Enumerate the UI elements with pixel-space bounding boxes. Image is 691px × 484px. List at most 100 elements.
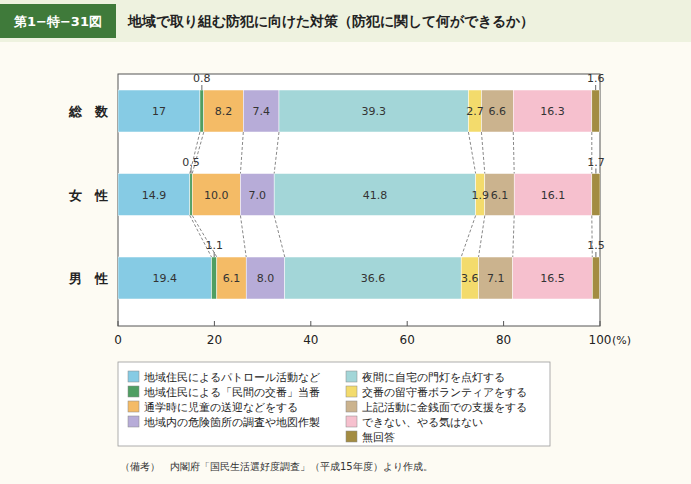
connector [274,132,279,174]
data-label: 7.4 [252,105,270,118]
data-label: 8.0 [257,272,275,285]
connector [240,132,243,174]
x-tick-label: 0 [114,333,122,347]
x-tick-label: 40 [303,333,318,347]
data-label: 6.6 [489,105,507,118]
legend-label: できない、やる気はない [362,416,483,429]
bar-segment [243,90,279,132]
data-label: 2.7 [466,105,484,118]
bar-segment [217,257,246,299]
data-label: 1.6 [587,72,605,85]
category-label: 男 性 [68,271,108,286]
legend-swatch [128,386,139,397]
data-labels: 170.88.27.439.32.76.616.31.614.90.510.07… [142,72,605,285]
connector [274,216,285,258]
x-tick [600,321,601,326]
connector [481,132,484,174]
legend-label: 地域内の危険箇所の調査や地図作製 [143,416,320,429]
category-label: 総 数 [68,104,109,119]
data-label: 41.8 [363,189,388,202]
legend-label: 上記活動に金銭面での支援をする [362,401,527,414]
x-tick-label: 100 [589,333,612,347]
data-label: 39.3 [361,105,386,118]
legend-swatch [346,431,357,442]
data-label: 3.6 [461,272,479,285]
legend-label: 無回答 [362,431,395,444]
legend-label: 交番の留守番ボランティアをする [362,386,527,399]
x-tick [503,321,504,326]
connector [479,216,485,258]
x-tick [407,321,408,326]
x-tick-label: 80 [496,333,511,347]
title: 地域で取り組む防犯に向けた対策（防犯に関して何ができるか） [127,13,534,29]
header-band [0,0,691,42]
bar-segment [479,257,513,299]
bar-segment [513,257,593,299]
x-tick-label: 60 [400,333,415,347]
chart: 第1−特−31図地域で取り組む防犯に向けた対策（防犯に関して何ができるか）170… [0,0,691,484]
data-label: 8.2 [215,105,233,118]
bar-segment [592,257,599,299]
data-label: 7.1 [487,272,505,285]
data-label: 14.9 [142,189,167,202]
data-label: 16.3 [540,105,565,118]
bar-segment [285,257,461,299]
bar-segment [118,174,190,216]
connector [240,216,246,258]
data-label: 16.5 [540,272,565,285]
x-tick [118,321,119,326]
x-axis-label: (%) [612,334,631,347]
connector [513,216,514,258]
connector [591,216,592,258]
bar-segment [279,90,468,132]
x-tick [214,321,215,326]
connector [591,132,592,174]
bar-segment [485,174,514,216]
bar-segment [592,90,600,132]
connector [468,132,475,174]
label-leader [214,252,215,257]
connector [192,216,217,258]
connector [461,216,475,258]
legend-swatch [346,386,357,397]
label-leader [595,169,596,174]
bar-segment [192,174,240,216]
note: （備考） 内閣府「国民生活選好度調査」（平成15年度）より作成。 [120,461,433,472]
legend-label: 夜間に自宅の門灯を点灯する [362,371,505,384]
legend-swatch [128,416,139,427]
connector [192,132,204,174]
legend-swatch [128,401,139,412]
bar-segment [204,90,244,132]
legend-swatch [128,371,139,382]
figure-number: 第1−特−31図 [13,14,102,29]
data-label: 1.9 [471,189,489,202]
connectors [190,132,592,257]
bar-segment [246,257,285,299]
bar-segment [118,257,212,299]
data-label: 0.5 [182,156,200,169]
figure-number-box [0,4,116,38]
data-label: 36.6 [361,272,386,285]
data-label: 16.1 [541,189,566,202]
bars [118,90,600,299]
data-label: 10.0 [204,189,229,202]
bar-segment [514,174,592,216]
x-tick-label: 20 [207,333,222,347]
data-label: 1.5 [587,239,605,252]
legend-swatch [346,416,357,427]
legend-swatch [346,371,357,382]
x-tick [310,321,311,326]
data-label: 6.1 [491,189,509,202]
data-label: 19.4 [153,272,178,285]
bar-segment [461,257,478,299]
data-label: 1.1 [205,239,223,252]
category-label: 女 性 [68,188,108,203]
legend-swatch [346,401,357,412]
legend-label: 通学時に児童の送迎などをする [144,401,298,414]
data-label: 1.7 [587,156,605,169]
legend-label: 地域住民による「民間の交番」当番 [143,386,320,399]
data-label: 7.0 [249,189,267,202]
legend-label: 地域住民によるパトロール活動など [143,371,320,384]
label-leader [595,252,596,257]
bar-segment [212,257,217,299]
